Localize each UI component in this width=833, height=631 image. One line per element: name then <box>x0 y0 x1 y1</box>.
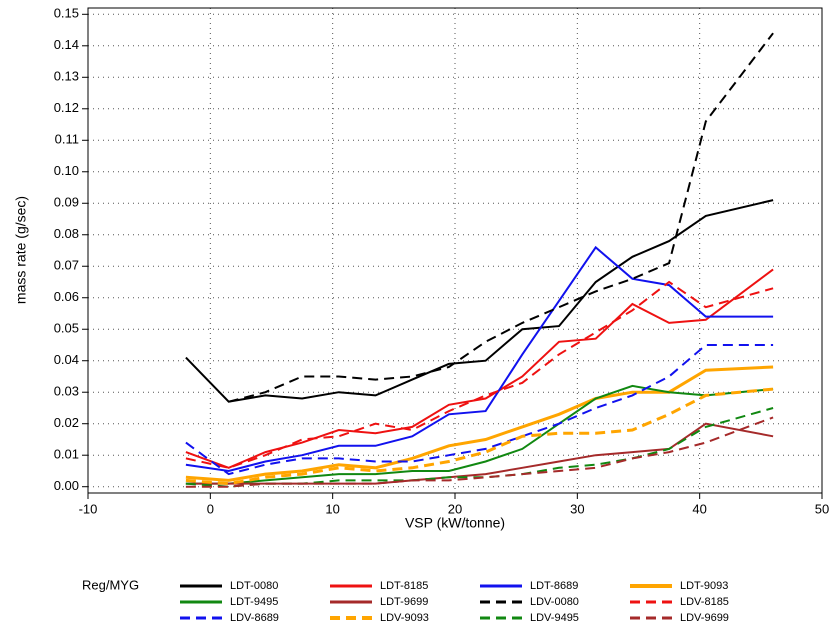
x-tick-label: 40 <box>692 501 706 516</box>
y-tick-label: 0.08 <box>54 226 79 241</box>
y-tick-label: 0.03 <box>54 384 79 399</box>
series-line <box>185 280 774 469</box>
y-tick-label: 0.07 <box>54 258 79 273</box>
series-line <box>185 387 774 486</box>
series-line <box>185 344 774 476</box>
x-tick-label: 10 <box>325 501 339 516</box>
y-tick-label: 0.02 <box>54 415 79 430</box>
legend-label: LDV-9093 <box>380 612 429 624</box>
y-tick-label: 0.04 <box>54 352 79 367</box>
y-axis-label: mass rate (g/sec) <box>13 196 29 304</box>
y-tick-label: 0.00 <box>54 478 79 493</box>
series-line <box>185 416 774 488</box>
legend-label: LDV-9699 <box>680 612 729 624</box>
y-tick-label: 0.15 <box>54 6 79 21</box>
x-axis-label: VSP (kW/tonne) <box>405 515 505 531</box>
x-tick-label: 30 <box>570 501 584 516</box>
series-line <box>185 245 774 473</box>
y-tick-label: 0.09 <box>54 195 79 210</box>
series-line <box>185 365 774 482</box>
legend-label: LDT-8689 <box>530 580 578 592</box>
y-tick-label: 0.06 <box>54 289 79 304</box>
legend-label: LDV-0080 <box>530 596 579 608</box>
y-tick-label: 0.13 <box>54 69 79 84</box>
legend-label: LDT-9699 <box>380 596 428 608</box>
x-tick-label: 20 <box>448 501 462 516</box>
series-line <box>185 384 774 485</box>
plot-frame <box>87 7 823 494</box>
legend-label: LDV-9495 <box>530 612 579 624</box>
legend-label: LDV-8185 <box>680 596 729 608</box>
y-tick-label: 0.14 <box>54 37 79 52</box>
x-tick-label: -10 <box>79 501 98 516</box>
y-tick-label: 0.01 <box>54 447 79 462</box>
legend-label: LDT-8185 <box>380 580 428 592</box>
x-tick-label: 0 <box>207 501 214 516</box>
series-line <box>228 32 774 403</box>
legend-title: Reg/MYG <box>82 577 139 592</box>
y-tick-label: 0.05 <box>54 321 79 336</box>
series-line <box>185 199 774 403</box>
y-tick-label: 0.11 <box>55 132 79 147</box>
y-tick-label: 0.10 <box>54 163 79 178</box>
x-tick-label: 50 <box>815 501 829 516</box>
legend-label: LDT-9495 <box>230 596 278 608</box>
legend-label: LDV-8689 <box>230 612 279 624</box>
y-tick-label: 0.12 <box>54 100 79 115</box>
legend-label: LDT-9093 <box>680 580 728 592</box>
legend-label: LDT-0080 <box>230 580 278 592</box>
